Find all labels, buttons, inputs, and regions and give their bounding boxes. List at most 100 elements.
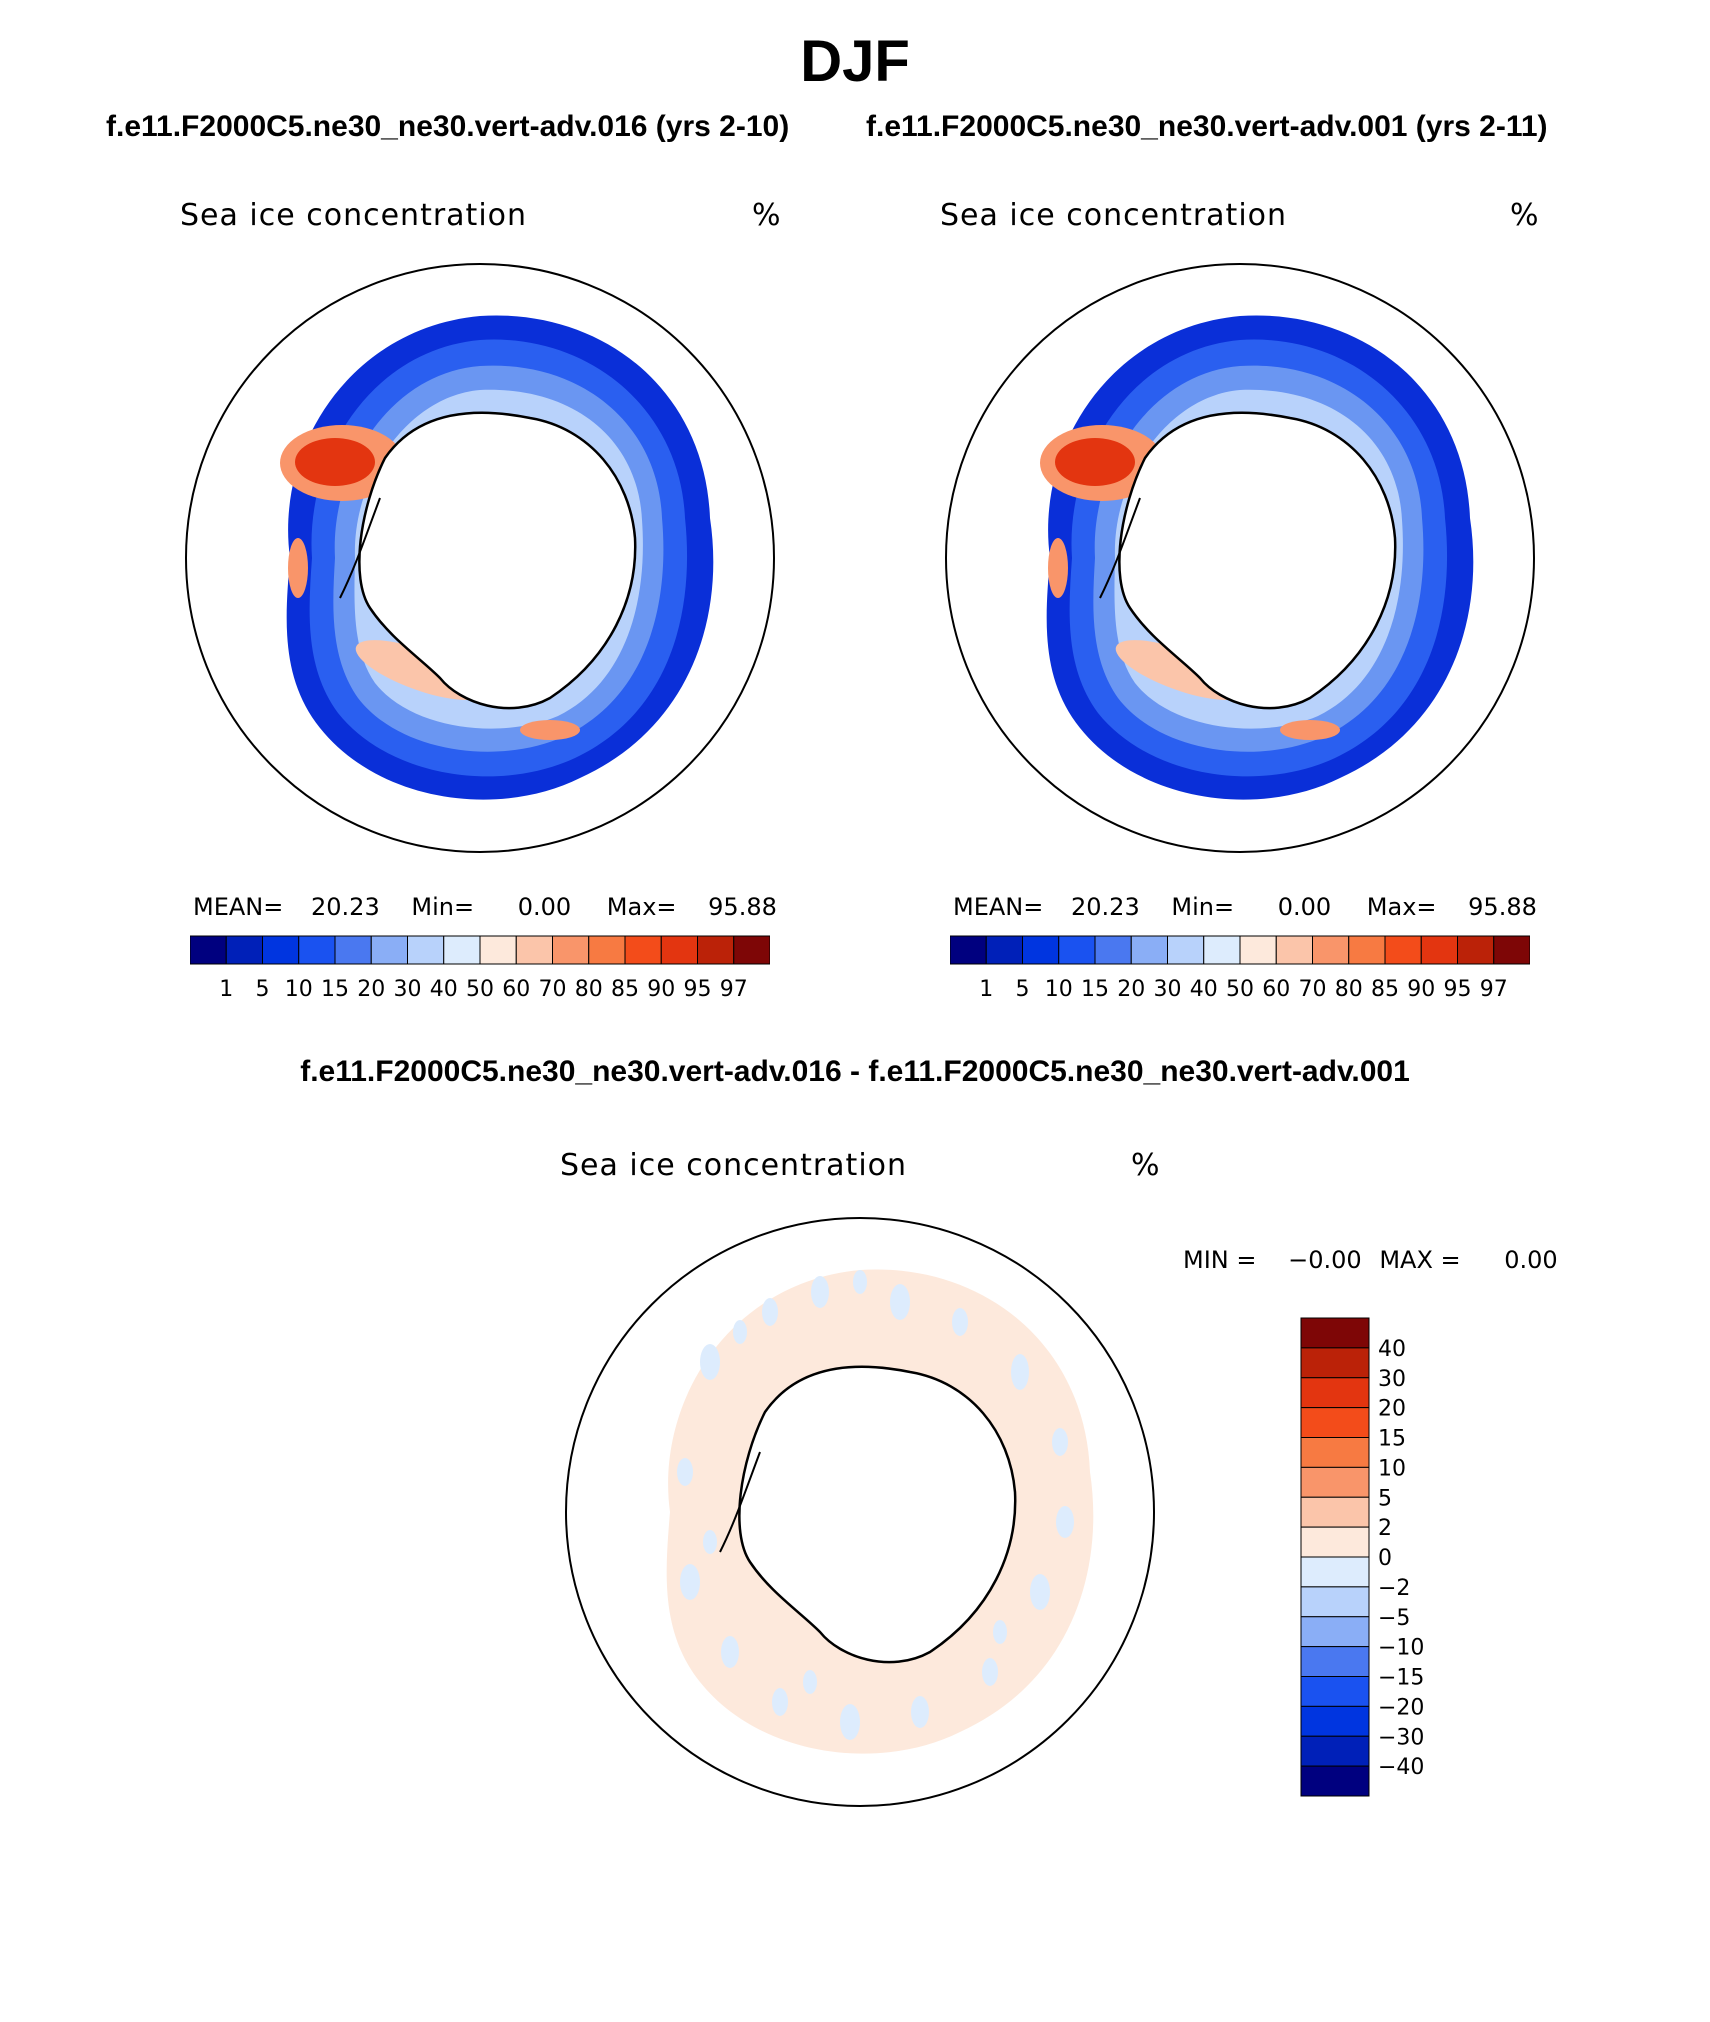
colorbar-tick-label: 80 <box>1335 977 1363 1002</box>
map-left <box>185 263 775 853</box>
colorbar-tick-label: 10 <box>1378 1456 1406 1481</box>
figure-title: DJF <box>800 29 910 94</box>
colorbar-tick-label: 70 <box>539 977 567 1002</box>
colorbar-swatch <box>1130 935 1168 965</box>
colorbar-swatch <box>1312 935 1350 965</box>
colorbar-tick-label: 10 <box>285 977 313 1002</box>
colorbar-swatch <box>1300 1437 1370 1468</box>
mean-label: MEAN= <box>953 893 1044 921</box>
bellingshausen-ice <box>1048 538 1068 598</box>
colorbar-swatch <box>950 935 987 965</box>
colorbar-tick-label: 30 <box>1378 1367 1406 1392</box>
colorbar-swatch <box>1493 935 1530 965</box>
colorbar-swatch <box>1300 1377 1370 1409</box>
colorbar-swatch <box>190 935 227 965</box>
colorbar-tick-label: 15 <box>1081 977 1109 1002</box>
colorbar-swatch <box>1300 1705 1370 1737</box>
map-difference <box>565 1217 1155 1807</box>
colorbar-tick-label: 30 <box>1154 977 1182 1002</box>
colorbar-swatch <box>479 935 517 965</box>
difference-title: f.e11.F2000C5.ne30_ne30.vert-adv.016 - f… <box>300 1055 1410 1088</box>
colorbar-swatch <box>1300 1735 1370 1767</box>
colorbar-tick-label: 5 <box>1378 1486 1392 1511</box>
colorbar-swatch <box>1300 1646 1370 1677</box>
colorbar-swatch <box>1300 1347 1370 1379</box>
colorbar-left-labels: 1 5 10 15 20 30 40 50 60 70 80 85 90 95 97 <box>219 977 748 1002</box>
colorbar-tick-label: 50 <box>466 977 494 1002</box>
antarctic-peninsula <box>719 1451 761 1553</box>
colorbar-swatch <box>985 935 1023 965</box>
colorbar-tick-label: 20 <box>1378 1397 1406 1422</box>
max-value: 95.88 <box>1468 893 1537 921</box>
colorbar-swatch <box>1300 1765 1370 1797</box>
weddell-core-ice <box>1055 438 1135 486</box>
colorbar-tick-label: 95 <box>684 977 712 1002</box>
colorbar-tick-label: 70 <box>1299 977 1327 1002</box>
case-right-title: f.e11.F2000C5.ne30_ne30.vert-adv.001 (yr… <box>866 110 1548 143</box>
colorbar-tick-label: 1 <box>979 977 993 1002</box>
colorbar-tick-label: 90 <box>1407 977 1435 1002</box>
diff-max-value: 0.00 <box>1504 1246 1558 1274</box>
colorbar-swatch <box>660 935 698 965</box>
colorbar-swatch <box>1058 935 1096 965</box>
panel-diff-variable: Sea ice concentration <box>560 1148 908 1183</box>
colorbar-swatch <box>1094 935 1132 965</box>
colorbar-swatch <box>1167 935 1205 965</box>
colorbar-tick-label: 85 <box>1371 977 1399 1002</box>
colorbar-tick-label: −20 <box>1378 1695 1424 1720</box>
bellingshausen-ice <box>288 538 308 598</box>
colorbar-tick-label: 2 <box>1378 1516 1392 1541</box>
colorbar-swatch <box>370 935 408 965</box>
colorbar-swatch <box>1420 935 1458 965</box>
colorbar-swatch <box>1300 1317 1370 1349</box>
colorbar-swatch <box>443 935 481 965</box>
colorbar-swatch <box>1300 1676 1370 1707</box>
colorbar-swatch <box>225 935 263 965</box>
colorbar-swatch <box>1384 935 1422 965</box>
colorbar-tick-label: −40 <box>1378 1755 1424 1780</box>
colorbar-swatch <box>588 935 626 965</box>
case-left-title: f.e11.F2000C5.ne30_ne30.vert-adv.016 (yr… <box>106 110 790 143</box>
colorbar-tick-label: 10 <box>1045 977 1073 1002</box>
colorbar-right-labels: 1 5 10 15 20 30 40 50 60 70 80 85 90 95 97 <box>979 977 1508 1002</box>
panel-right-stats: MEAN= 20.23 Min= 0.00 Max= 95.88 <box>953 893 1537 921</box>
map-boundary <box>565 1217 1155 1807</box>
colorbar-swatch <box>1022 935 1060 965</box>
antarctica-landmass <box>358 411 637 710</box>
min-value: 0.00 <box>517 893 572 921</box>
panel-left-variable: Sea ice concentration <box>180 198 528 233</box>
colorbar-swatch <box>334 935 372 965</box>
colorbar-swatch <box>1300 1466 1370 1498</box>
panel-left-stats: MEAN= 20.23 Min= 0.00 Max= 95.88 <box>193 893 777 921</box>
colorbar-swatch <box>552 935 590 965</box>
colorbar-swatch <box>1203 935 1241 965</box>
colorbar-swatch <box>624 935 662 965</box>
colorbar-tick-label: −15 <box>1378 1666 1424 1691</box>
panel-diff-units: % <box>1131 1148 1161 1183</box>
diff-min-value: −0.00 <box>1288 1246 1362 1274</box>
map-boundary <box>945 263 1535 853</box>
colorbar-swatch <box>1300 1616 1370 1648</box>
colorbar-tick-label: 40 <box>430 977 458 1002</box>
colorbar-swatch <box>1300 1556 1370 1588</box>
antarctica-landmass <box>1118 411 1397 710</box>
min-label: Min= <box>1171 893 1235 921</box>
diff-min-label: MIN = <box>1183 1246 1257 1274</box>
colorbar-tick-label: 5 <box>1016 977 1030 1002</box>
colorbar-tick-label: 15 <box>1378 1427 1406 1452</box>
colorbar-tick-label: −5 <box>1378 1606 1410 1631</box>
colorbar-swatch <box>1239 935 1277 965</box>
colorbar-tick-label: 60 <box>1262 977 1290 1002</box>
colorbar-swatch <box>1300 1496 1370 1528</box>
mean-value: 20.23 <box>311 893 380 921</box>
antarctica-landmass <box>738 1365 1017 1664</box>
colorbar-tick-label: 95 <box>1444 977 1472 1002</box>
colorbar-tick-label: 85 <box>611 977 639 1002</box>
colorbar-tick-label: 90 <box>647 977 675 1002</box>
max-label: Max= <box>1366 893 1437 921</box>
colorbar-tick-label: −30 <box>1378 1725 1424 1750</box>
colorbar-swatch <box>298 935 336 965</box>
antarctic-peninsula <box>1099 497 1141 599</box>
panel-right-variable: Sea ice concentration <box>940 198 1288 233</box>
